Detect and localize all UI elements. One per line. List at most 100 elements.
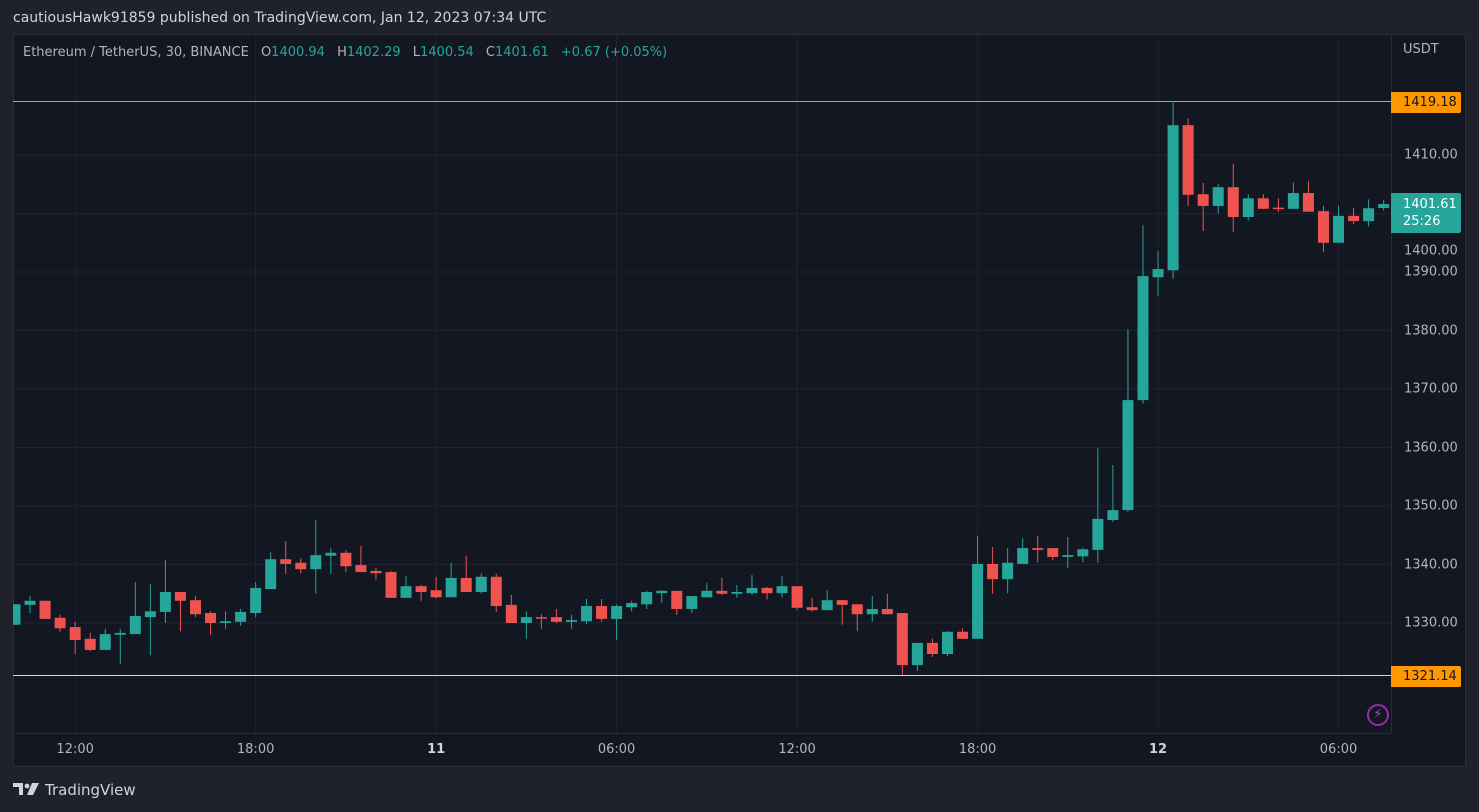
candle[interactable]	[1002, 548, 1014, 594]
candle[interactable]	[1197, 183, 1209, 232]
candle[interactable]	[490, 573, 502, 612]
candle[interactable]	[1242, 194, 1254, 221]
candle[interactable]	[250, 582, 262, 618]
candle[interactable]	[550, 608, 562, 623]
candle[interactable]	[1032, 535, 1044, 563]
candle[interactable]	[54, 614, 66, 632]
candle[interactable]	[1227, 163, 1239, 233]
candle[interactable]	[1212, 184, 1224, 214]
candle[interactable]	[987, 546, 999, 594]
candle[interactable]	[581, 599, 593, 625]
candle[interactable]	[310, 520, 322, 594]
candle[interactable]	[957, 628, 969, 639]
candle[interactable]	[701, 583, 713, 598]
candle[interactable]	[535, 614, 547, 629]
candle[interactable]	[1363, 199, 1375, 227]
candle[interactable]	[1092, 448, 1104, 563]
candle[interactable]	[836, 599, 848, 625]
lightning-icon[interactable]: ⚡︎	[1367, 704, 1389, 726]
candle[interactable]	[220, 611, 232, 629]
currency-label[interactable]: USDT	[1403, 42, 1439, 57]
candle[interactable]	[295, 558, 307, 574]
candle[interactable]	[641, 590, 653, 609]
candle[interactable]	[596, 599, 608, 622]
candle[interactable]	[1272, 198, 1284, 212]
candle[interactable]	[174, 591, 186, 632]
candle[interactable]	[475, 573, 487, 594]
candle[interactable]	[1017, 538, 1029, 564]
candle[interactable]	[144, 583, 156, 656]
candle[interactable]	[24, 596, 36, 614]
symbol-title[interactable]: Ethereum / TetherUS, 30, BINANCE	[23, 45, 249, 60]
candle[interactable]	[941, 631, 953, 657]
candle[interactable]	[626, 600, 638, 612]
candle[interactable]	[972, 535, 984, 639]
candle[interactable]	[821, 590, 833, 611]
candle[interactable]	[129, 582, 141, 635]
candle[interactable]	[716, 577, 728, 595]
candle-body	[295, 562, 307, 570]
candle[interactable]	[1287, 182, 1299, 209]
candle[interactable]	[761, 586, 773, 600]
candle[interactable]	[686, 596, 698, 614]
tradingview-logo[interactable]: TradingView	[13, 781, 136, 799]
candle[interactable]	[325, 548, 337, 574]
candle[interactable]	[355, 545, 367, 573]
candle[interactable]	[1152, 250, 1164, 296]
candle[interactable]	[1047, 548, 1059, 560]
candle[interactable]	[881, 593, 893, 615]
candle[interactable]	[1122, 329, 1134, 512]
candle[interactable]	[39, 600, 51, 619]
candle[interactable]	[1077, 548, 1089, 563]
candle[interactable]	[235, 608, 247, 626]
candle[interactable]	[1107, 465, 1119, 522]
price-axis[interactable]	[1391, 34, 1467, 733]
candle[interactable]	[1317, 205, 1329, 253]
candle[interactable]	[776, 576, 788, 598]
candle[interactable]	[866, 596, 878, 622]
candle[interactable]	[84, 632, 96, 652]
candle[interactable]	[99, 628, 111, 650]
candle[interactable]	[430, 576, 442, 599]
candle[interactable]	[1062, 537, 1074, 569]
time-axis[interactable]	[13, 733, 1391, 768]
candle[interactable]	[731, 584, 743, 598]
candle[interactable]	[13, 604, 21, 625]
candle[interactable]	[340, 549, 352, 573]
candle[interactable]	[1348, 207, 1360, 225]
candle[interactable]	[445, 562, 457, 598]
candle[interactable]	[505, 594, 517, 623]
candle[interactable]	[671, 590, 683, 615]
candlestick-plot[interactable]	[13, 34, 1391, 733]
candle[interactable]	[415, 584, 427, 601]
candle[interactable]	[400, 576, 412, 598]
candle[interactable]	[189, 596, 201, 618]
candle[interactable]	[611, 604, 623, 640]
candle[interactable]	[896, 613, 908, 675]
candle[interactable]	[746, 575, 758, 595]
candle[interactable]	[1182, 118, 1194, 206]
candle[interactable]	[1302, 181, 1314, 212]
candle[interactable]	[370, 568, 382, 580]
candle[interactable]	[1137, 225, 1149, 404]
candle[interactable]	[791, 586, 803, 611]
candle[interactable]	[851, 604, 863, 632]
candle[interactable]	[265, 552, 277, 590]
candle[interactable]	[205, 611, 217, 635]
candle[interactable]	[565, 614, 577, 629]
candle[interactable]	[926, 638, 938, 657]
candle[interactable]	[1257, 194, 1269, 209]
candle[interactable]	[806, 597, 818, 612]
candle[interactable]	[159, 559, 171, 623]
candle[interactable]	[280, 541, 292, 574]
candle[interactable]	[1378, 200, 1390, 211]
candle[interactable]	[385, 570, 397, 598]
candle[interactable]	[1333, 205, 1345, 243]
candle[interactable]	[656, 590, 668, 604]
candle[interactable]	[520, 611, 532, 639]
candle[interactable]	[911, 642, 923, 671]
candle[interactable]	[114, 628, 126, 664]
candle[interactable]	[460, 555, 472, 592]
candle[interactable]	[69, 621, 81, 655]
candle[interactable]	[1167, 101, 1179, 280]
